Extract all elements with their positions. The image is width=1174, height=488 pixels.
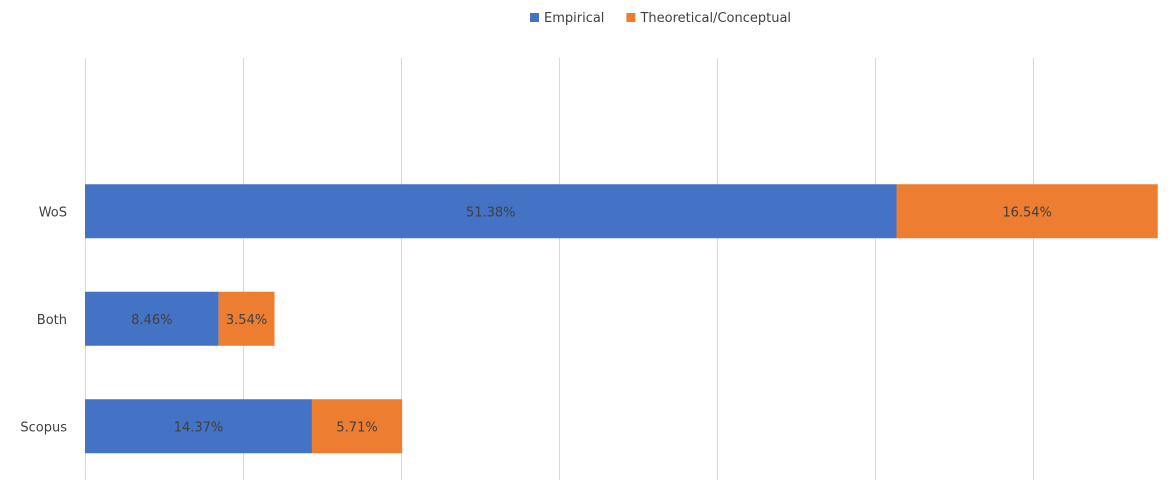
- data-label-both-theoretical-conceptual: 3.54%: [226, 313, 267, 328]
- legend-swatch: [626, 13, 636, 22]
- legend: Empirical Theoretical/Conceptual: [530, 11, 791, 26]
- bar-both-theoretical-conceptual: [218, 291, 275, 346]
- bar-wos-empirical: [85, 184, 897, 239]
- data-label-both-empirical: 8.46%: [131, 313, 172, 328]
- bar-scopus-empirical: [85, 399, 312, 454]
- bar-scopus-theoretical-conceptual: [311, 399, 403, 454]
- data-label-wos-theoretical-conceptual: 16.54%: [1002, 205, 1052, 220]
- data-label-scopus-theoretical-conceptual: 5.71%: [336, 420, 377, 435]
- bar-both-empirical: [85, 291, 219, 346]
- legend-label: Empirical: [544, 11, 604, 26]
- bars: 14.37% 5.71% 8.46% 3.54% 51.38% 16.54%: [85, 184, 1158, 454]
- legend-item-theoretical-conceptual: Theoretical/Conceptual: [626, 11, 791, 26]
- data-label-wos-empirical: 51.38%: [466, 205, 516, 220]
- category-label-scopus: Scopus: [20, 420, 67, 435]
- grid: [85, 58, 1034, 480]
- bar-wos-theoretical-conceptual: [896, 184, 1158, 239]
- category-labels: Scopus Both WoS: [20, 205, 67, 435]
- data-label-scopus-empirical: 14.37%: [174, 420, 224, 435]
- category-label-wos: WoS: [39, 205, 67, 220]
- legend-label: Theoretical/Conceptual: [639, 11, 791, 26]
- legend-swatch: [530, 13, 539, 22]
- category-label-both: Both: [37, 313, 67, 328]
- legend-item-empirical: Empirical: [530, 11, 604, 26]
